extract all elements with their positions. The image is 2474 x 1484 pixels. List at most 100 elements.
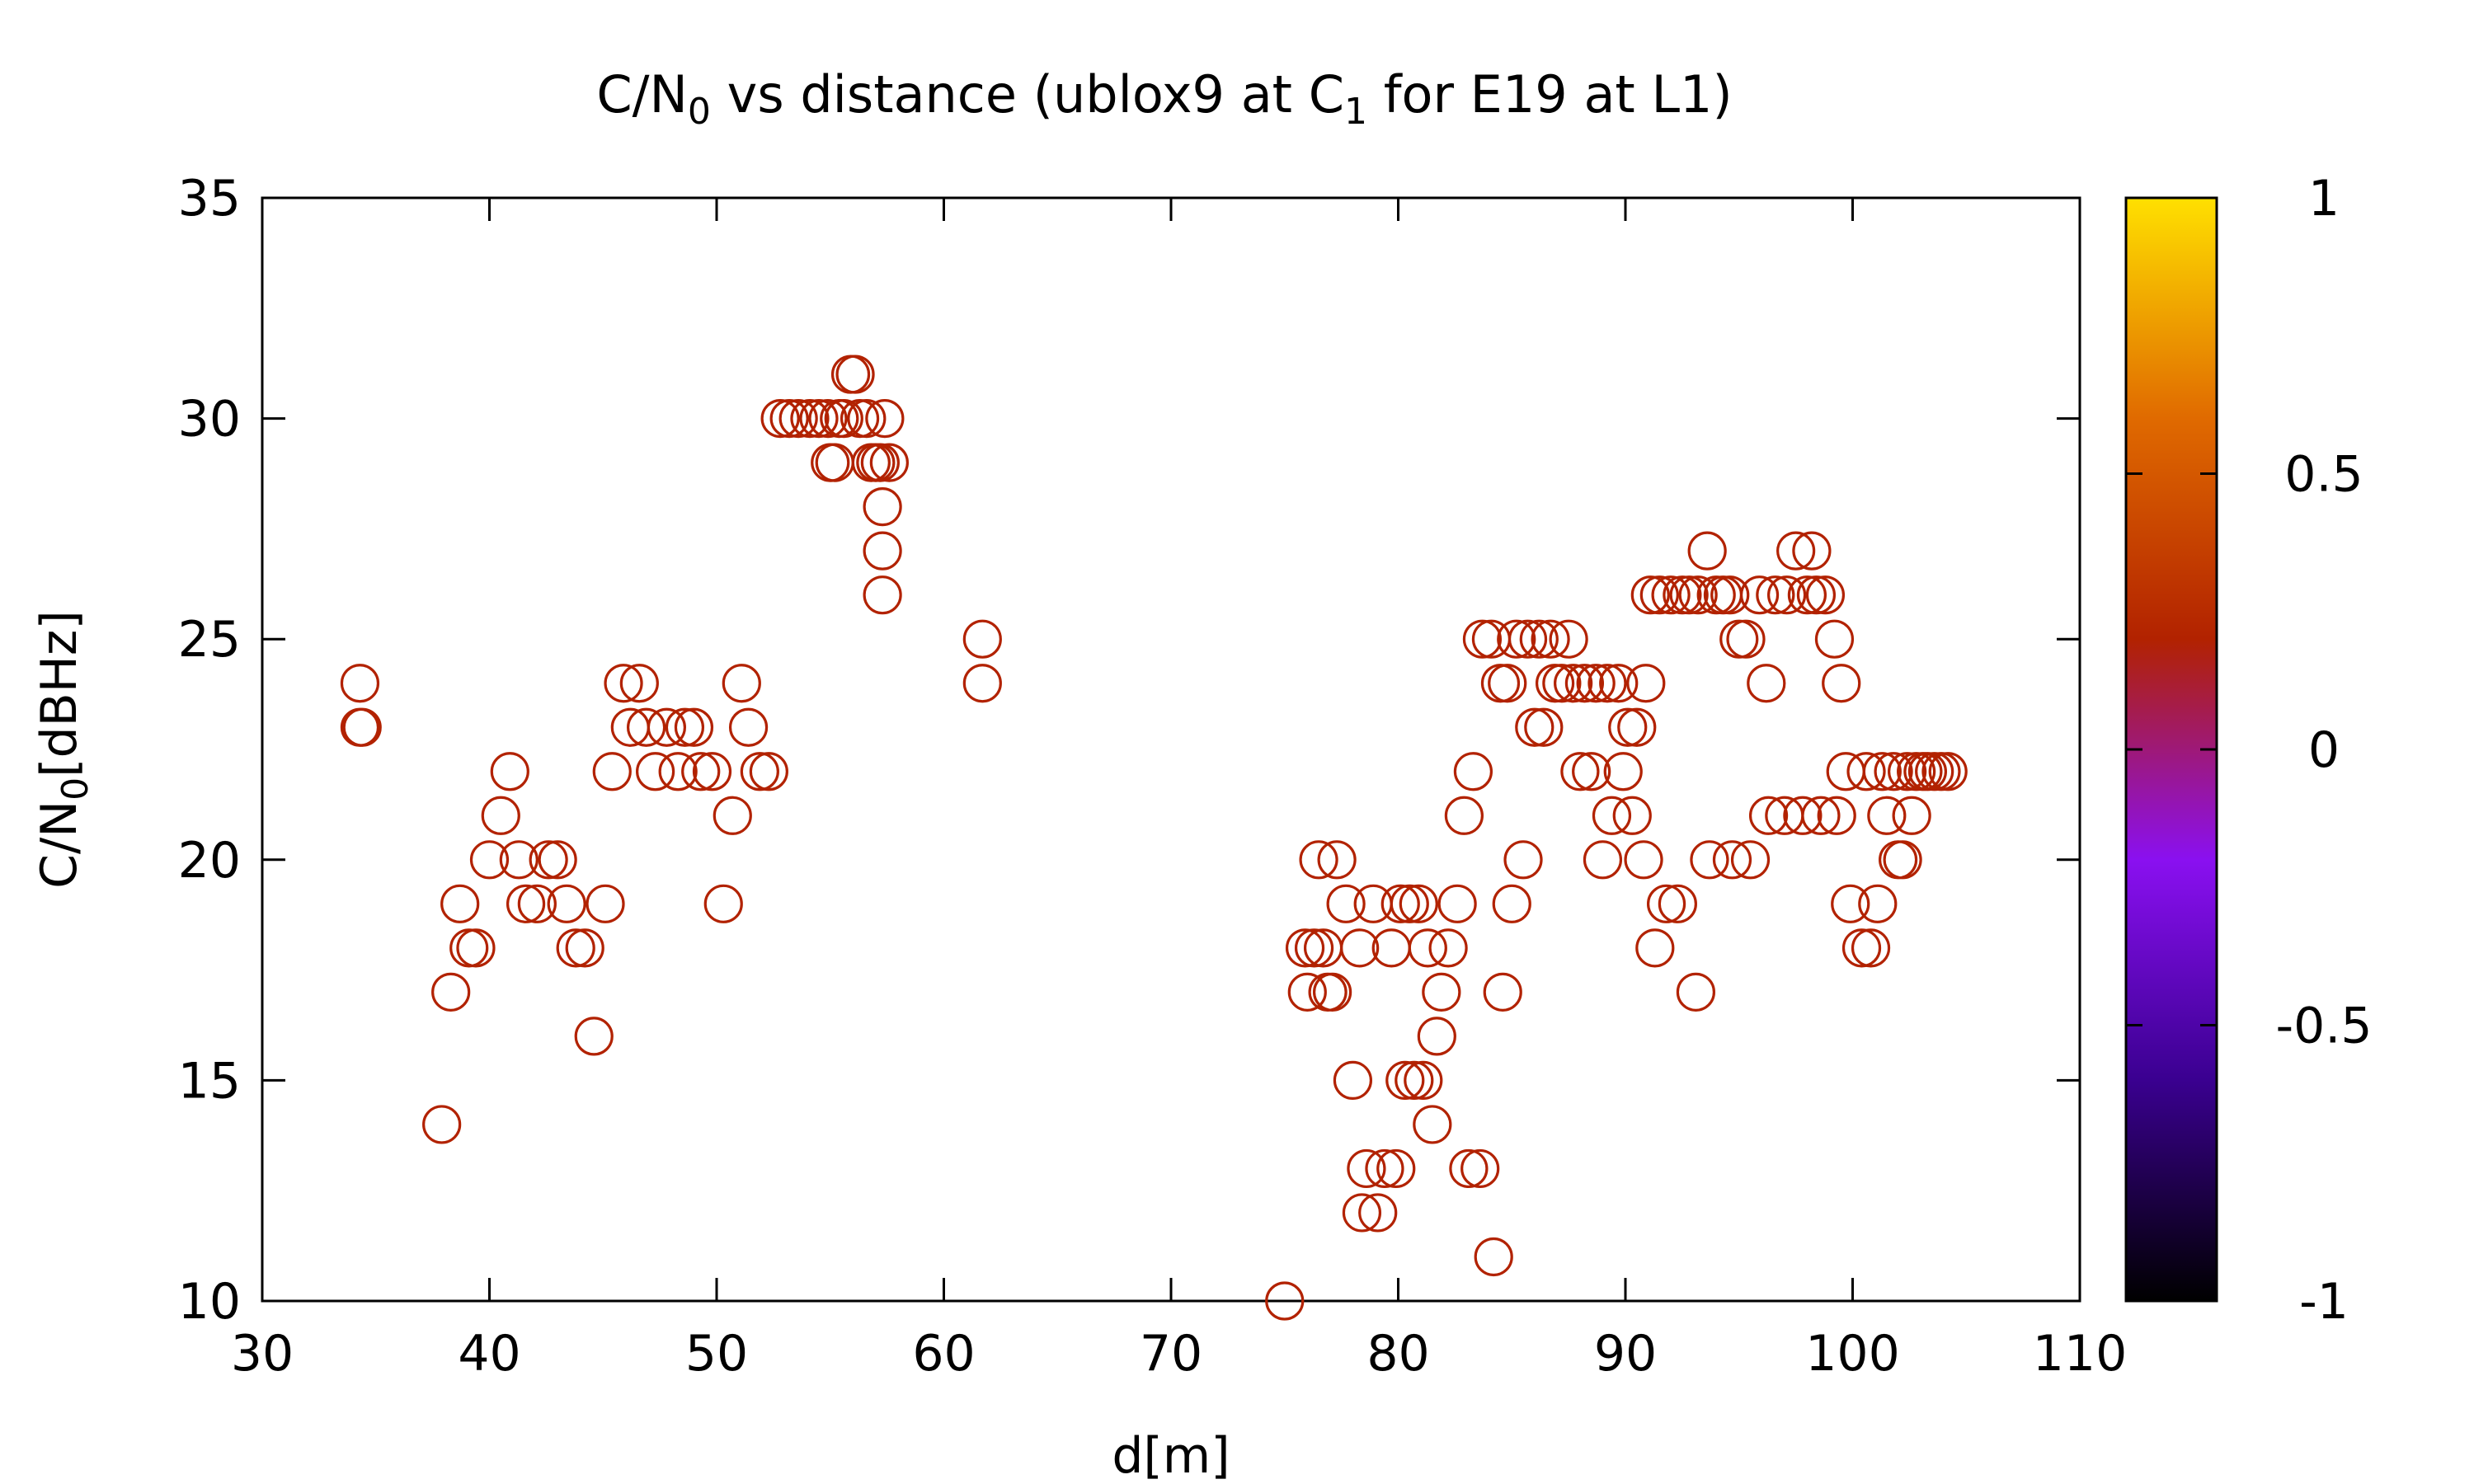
data-point xyxy=(1888,752,1927,791)
data-point xyxy=(456,928,496,968)
data-point xyxy=(1814,619,1855,659)
data-point xyxy=(728,707,769,747)
data-point xyxy=(1483,972,1522,1012)
data-point xyxy=(1928,752,1968,791)
data-point xyxy=(1603,752,1643,791)
data-point xyxy=(1776,531,1816,571)
data-point xyxy=(1687,531,1727,571)
y-tick-label: 15 xyxy=(178,1052,241,1110)
y-tick-label: 10 xyxy=(178,1273,241,1331)
data-point xyxy=(481,796,520,835)
data-point xyxy=(658,752,698,791)
data-point xyxy=(647,707,686,747)
data-point xyxy=(1294,928,1334,968)
x-axis: 30 40 50 60 70 80 90 100 110 xyxy=(231,198,2127,1383)
data-point xyxy=(1480,664,1521,703)
data-point xyxy=(469,840,510,880)
data-point xyxy=(1497,619,1536,659)
data-point xyxy=(1801,796,1841,835)
data-point xyxy=(1787,575,1827,615)
data-point xyxy=(604,664,643,703)
data-point xyxy=(740,752,779,791)
data-point xyxy=(1474,1237,1513,1277)
data-point xyxy=(1515,707,1554,747)
colorbar-tick-label: -0.5 xyxy=(2275,998,2372,1055)
data-point xyxy=(1767,575,1807,615)
data-point xyxy=(1437,884,1477,923)
data-point xyxy=(1892,796,1931,835)
y-tick-label: 25 xyxy=(178,611,241,669)
data-point xyxy=(1587,664,1627,703)
data-point xyxy=(1646,884,1686,923)
data-point xyxy=(1564,664,1605,703)
x-tick-label: 100 xyxy=(1805,1325,1900,1383)
data-point xyxy=(1831,884,1870,923)
data-point xyxy=(1390,884,1429,923)
data-point xyxy=(1376,1148,1416,1189)
data-point xyxy=(1583,840,1623,880)
data-point xyxy=(835,355,875,394)
data-point xyxy=(1462,619,1503,659)
data-point xyxy=(440,884,480,923)
data-point xyxy=(1756,575,1795,615)
data-point xyxy=(1444,796,1484,835)
data-point xyxy=(1492,884,1531,923)
data-point xyxy=(1730,840,1771,880)
data-point xyxy=(1408,928,1447,968)
data-point xyxy=(340,664,380,703)
data-point xyxy=(1317,840,1357,880)
data-point xyxy=(692,752,732,791)
data-point xyxy=(592,752,632,791)
data-point xyxy=(860,443,900,482)
data-point xyxy=(681,752,721,791)
data-point xyxy=(1342,1193,1382,1233)
data-point xyxy=(529,840,568,880)
data-point xyxy=(1639,575,1679,615)
y-tick-label: 20 xyxy=(178,832,241,890)
data-point xyxy=(1726,619,1766,659)
data-point xyxy=(1326,884,1366,923)
data-point xyxy=(547,884,586,923)
y-axis: 10 15 20 25 30 35 xyxy=(178,170,2080,1331)
data-point xyxy=(808,399,848,439)
data-point xyxy=(1519,619,1559,659)
data-point xyxy=(1678,575,1718,615)
data-point xyxy=(1858,884,1898,923)
data-point xyxy=(1712,840,1752,880)
data-point xyxy=(863,575,902,615)
colorbar-ticks: 1 0.5 0 -0.5 -1 xyxy=(2126,170,2373,1331)
data-point xyxy=(1428,928,1468,968)
data-point xyxy=(1592,796,1632,835)
data-point xyxy=(665,707,705,747)
colorbar-tick-label: 1 xyxy=(2308,170,2340,228)
data-point xyxy=(1347,1148,1386,1189)
y-tick-label: 30 xyxy=(178,391,241,448)
data-point xyxy=(1608,707,1648,747)
data-point xyxy=(1867,796,1907,835)
data-point xyxy=(1719,619,1759,659)
y-axis-title: C/N0[dBHz] xyxy=(31,610,96,889)
data-point xyxy=(1817,796,1856,835)
data-point xyxy=(1826,752,1865,791)
data-point xyxy=(1710,575,1750,615)
x-tick-label: 40 xyxy=(458,1325,520,1383)
data-point xyxy=(1404,1060,1443,1101)
data-point xyxy=(1572,752,1611,791)
data-point xyxy=(1822,664,1861,703)
data-point xyxy=(619,664,659,703)
data-point xyxy=(1385,1060,1425,1101)
data-point xyxy=(1422,972,1461,1012)
data-point xyxy=(1507,619,1548,659)
data-point xyxy=(1635,928,1675,968)
data-point xyxy=(431,972,471,1012)
data-point xyxy=(636,752,675,791)
data-point xyxy=(1747,664,1786,703)
data-point xyxy=(340,707,380,747)
colorbar-tick-label: 0 xyxy=(2308,721,2340,779)
data-point xyxy=(538,840,577,880)
data-point xyxy=(499,840,539,880)
data-point xyxy=(1626,664,1666,703)
data-point xyxy=(1449,1148,1489,1189)
data-point xyxy=(626,707,666,747)
data-point xyxy=(1748,796,1789,835)
